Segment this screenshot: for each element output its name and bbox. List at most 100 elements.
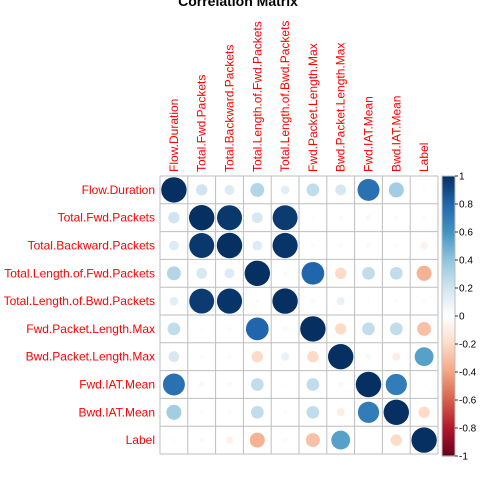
colorbar-segment xyxy=(442,314,455,317)
corr-circle xyxy=(355,371,382,398)
colorbar-segment xyxy=(442,325,455,328)
colorbar-segment xyxy=(442,232,455,234)
row-label: Fwd.IAT.Mean xyxy=(79,378,155,392)
corr-circle xyxy=(328,344,354,370)
circle-layer xyxy=(161,177,437,453)
row-label: Label xyxy=(126,433,155,447)
colorbar-segment xyxy=(442,437,455,440)
row-label: Bwd.Packet.Length.Max xyxy=(26,350,155,364)
corr-circle xyxy=(362,322,375,336)
colorbar-segment xyxy=(442,426,455,429)
corr-circle xyxy=(245,317,269,341)
corr-circle xyxy=(250,182,265,197)
colorbar-segment xyxy=(442,436,455,439)
colorbar-segment xyxy=(442,271,455,274)
colorbar-segment xyxy=(442,234,455,237)
corr-circle xyxy=(421,215,427,220)
colorbar-segment xyxy=(442,356,455,359)
colorbar-segment xyxy=(442,384,455,387)
colorbar-segment xyxy=(442,367,455,370)
colorbar-segment xyxy=(442,337,455,339)
corr-circle xyxy=(162,373,185,396)
colorbar-segment xyxy=(442,419,455,422)
colorbar-segment xyxy=(442,320,455,323)
colorbar-segment xyxy=(442,229,455,232)
colorbar-segment xyxy=(442,430,455,433)
colorbar-segment xyxy=(442,233,455,236)
row-label: Total.Length.of.Bwd.Packets xyxy=(4,294,155,308)
colorbar-tick-label: 0.4 xyxy=(459,256,473,267)
colorbar-segment xyxy=(442,453,455,456)
colorbar-segment xyxy=(442,418,455,421)
colorbar-segment xyxy=(442,323,455,325)
colorbar-segment xyxy=(442,201,455,204)
colorbar-segment xyxy=(442,376,455,379)
colorbar-segment xyxy=(442,292,455,295)
colorbar-segment xyxy=(442,365,455,367)
colorbar-segment xyxy=(442,230,455,233)
colorbar-tick-label: -0.4 xyxy=(459,368,477,379)
colorbar-segment xyxy=(442,302,455,304)
colorbar-segment xyxy=(442,198,455,201)
corr-circle xyxy=(300,316,326,342)
colorbar-segment xyxy=(442,342,455,345)
colorbar-segment xyxy=(442,255,455,258)
colorbar-segment xyxy=(442,422,455,425)
corr-circle xyxy=(168,240,179,251)
corr-circle xyxy=(250,405,264,419)
colorbar-segment xyxy=(442,379,455,381)
colorbar-segment xyxy=(442,405,455,408)
colorbar-tick-label: -0.8 xyxy=(459,424,477,435)
colorbar-segment xyxy=(442,285,455,288)
colorbar-segment xyxy=(442,184,455,187)
colorbar-segment xyxy=(442,370,455,373)
corr-circle xyxy=(167,322,181,336)
corr-circle xyxy=(366,299,371,303)
colorbar-segment xyxy=(442,250,455,253)
corr-circle xyxy=(199,437,204,443)
corr-circle xyxy=(365,353,372,360)
colorbar-segment xyxy=(442,289,455,292)
colorbar-segment xyxy=(442,311,455,314)
colorbar-segment xyxy=(442,299,455,302)
colorbar-segment xyxy=(442,352,455,355)
corr-circle xyxy=(366,438,371,442)
colorbar-segment xyxy=(442,321,455,324)
colorbar-segment xyxy=(442,205,455,208)
colorbar-segment xyxy=(442,296,455,299)
corr-circle xyxy=(416,265,432,281)
colorbar-segment xyxy=(442,219,455,222)
colorbar-segment xyxy=(442,346,455,349)
corr-circle xyxy=(189,205,215,231)
colorbar-tick-label: 1 xyxy=(459,172,465,183)
column-label: Bwd.Packet.Length.Max xyxy=(334,43,348,172)
colorbar-segment xyxy=(442,248,455,251)
colorbar-segment xyxy=(442,244,455,247)
colorbar-segment xyxy=(442,353,455,356)
colorbar-segment xyxy=(442,265,455,268)
row-label: Total.Length.of.Fwd.Packets xyxy=(4,266,155,280)
colorbar-segment xyxy=(442,330,455,332)
colorbar-segment xyxy=(442,297,455,300)
row-label: Flow.Duration xyxy=(82,183,155,197)
corr-circle xyxy=(168,212,180,224)
corr-circle xyxy=(282,326,288,332)
colorbar-segment xyxy=(442,246,455,248)
corr-circle xyxy=(199,327,204,331)
corr-circle xyxy=(252,240,263,251)
colorbar-segment xyxy=(442,443,455,446)
colorbar-segment xyxy=(442,310,455,313)
colorbar-segment xyxy=(442,300,455,303)
column-label: Fwd.IAT.Mean xyxy=(362,96,376,172)
colorbar-segment xyxy=(442,282,455,285)
colorbar-segment xyxy=(442,429,455,432)
colorbar-segment xyxy=(442,344,455,346)
colorbar-segment xyxy=(442,180,455,183)
colorbar-segment xyxy=(442,387,455,390)
corr-circle xyxy=(199,410,204,415)
corr-circle xyxy=(357,401,380,423)
corr-circle xyxy=(166,404,182,420)
colorbar-segment xyxy=(442,440,455,443)
colorbar-segment xyxy=(442,318,455,321)
